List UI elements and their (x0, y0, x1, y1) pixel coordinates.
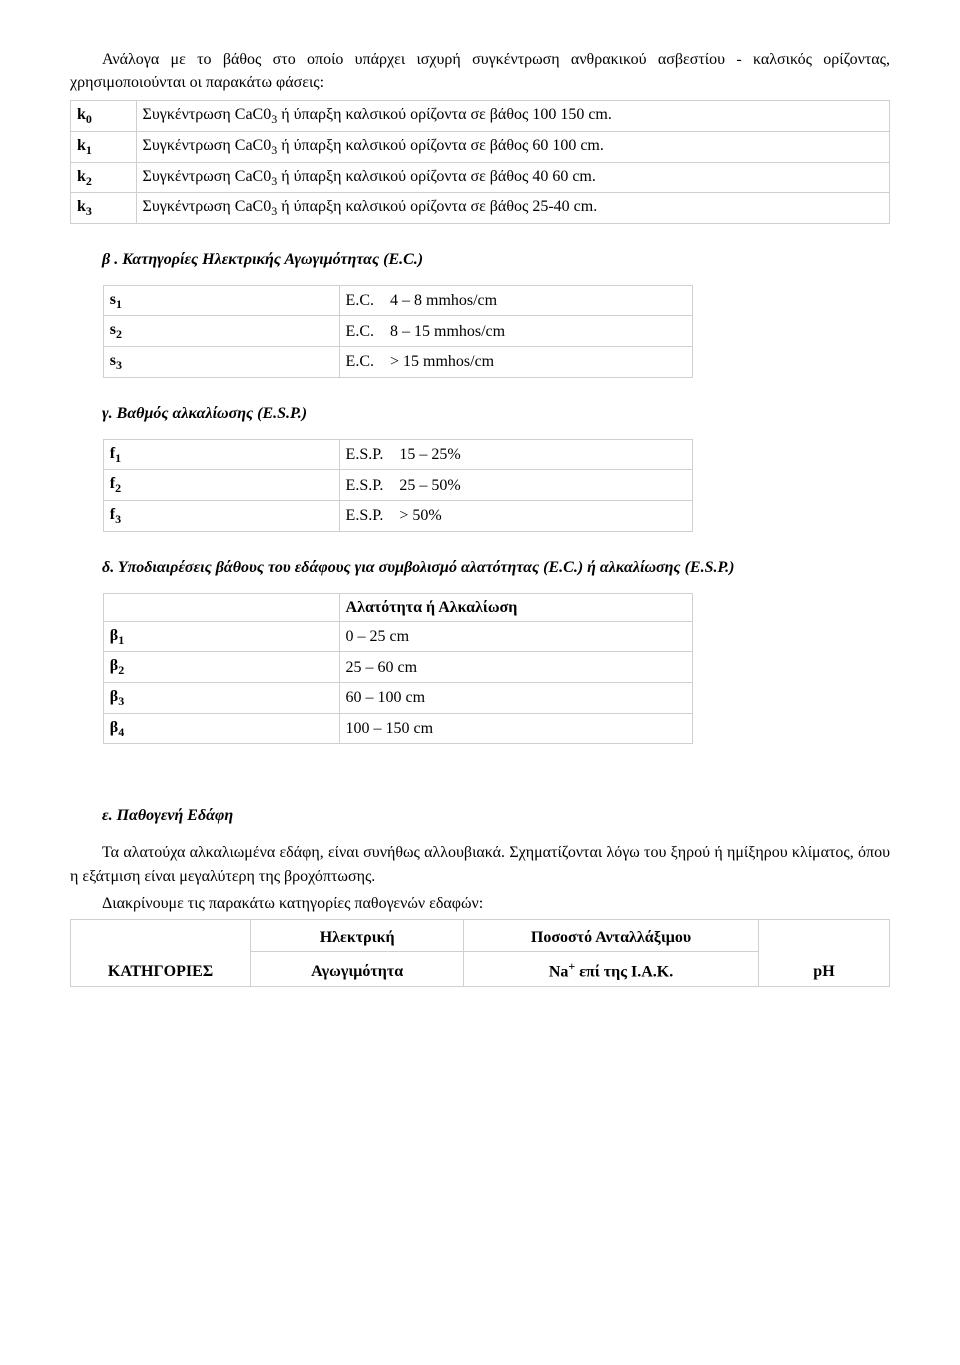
table-row: k1Συγκέντρωση CaC03 ή ύπαρξη καλσικού ορ… (71, 131, 890, 162)
f-table: f1E.S.P. 15 – 25%f2E.S.P. 25 – 50%f3E.S.… (103, 439, 693, 532)
row-value: Συγκέντρωση CaC03 ή ύπαρξη καλσικού ορίζ… (136, 131, 889, 162)
row-label: β3 (103, 683, 339, 714)
row-label: k0 (71, 101, 137, 132)
column-header: Αλατότητα ή Αλκαλίωση (339, 593, 693, 621)
row-label: k1 (71, 131, 137, 162)
table-row: f2E.S.P. 25 – 50% (103, 470, 692, 501)
intro-paragraph: Ανάλογα με το βάθος στο οποίο υπάρχει ισ… (70, 48, 890, 94)
row-value: E.S.P. > 50% (339, 500, 693, 531)
table-row: s1E.C. 4 – 8 mmhos/cm (103, 285, 692, 316)
table-row: β225 – 60 cm (103, 652, 692, 683)
row-label (103, 593, 339, 621)
s-table: s1E.C. 4 – 8 mmhos/cms2E.C. 8 – 15 mmhos… (103, 285, 693, 378)
col-header-sodium-l2: Na+ επί της Ι.Α.Κ. (464, 952, 759, 987)
e-paragraph-2: Διακρίνουμε τις παρακάτω κατηγορίες παθο… (70, 892, 890, 915)
col-header-ph: pH (758, 919, 889, 986)
table-row: s3E.C. > 15 mmhos/cm (103, 347, 692, 378)
row-label: β4 (103, 713, 339, 744)
k-table-body: k0Συγκέντρωση CaC03 ή ύπαρξη καλσικού ορ… (71, 101, 890, 223)
row-label: f3 (103, 500, 339, 531)
f-table-body: f1E.S.P. 15 – 25%f2E.S.P. 25 – 50%f3E.S.… (103, 439, 692, 531)
row-value: Συγκέντρωση CaC03 ή ύπαρξη καλσικού ορίζ… (136, 162, 889, 193)
table-row: k3Συγκέντρωση CaC03 ή ύπαρξη καλσικού ορ… (71, 193, 890, 224)
row-label: β2 (103, 652, 339, 683)
row-label: f2 (103, 470, 339, 501)
table-row: β360 – 100 cm (103, 683, 692, 714)
heading-b: β . Κατηγορίες Ηλεκτρικής Αγωγιμότητας (… (70, 248, 890, 271)
table-row: f1E.S.P. 15 – 25% (103, 439, 692, 470)
row-value: 0 – 25 cm (339, 621, 693, 652)
row-value: 60 – 100 cm (339, 683, 693, 714)
row-label: k2 (71, 162, 137, 193)
heading-d: δ. Υποδιαιρέσεις βάθους του εδάφους για … (70, 556, 890, 579)
heading-e: ε. Παθογενή Εδάφη (70, 804, 890, 827)
row-value: 25 – 60 cm (339, 652, 693, 683)
table-row: β4100 – 150 cm (103, 713, 692, 744)
row-value: E.S.P. 15 – 25% (339, 439, 693, 470)
heading-c: γ. Βαθμός αλκαλίωσης (E.S.P.) (70, 402, 890, 425)
s-table-body: s1E.C. 4 – 8 mmhos/cms2E.C. 8 – 15 mmhos… (103, 285, 692, 377)
row-label: s2 (103, 316, 339, 347)
row-value: E.C. 8 – 15 mmhos/cm (339, 316, 693, 347)
row-label: k3 (71, 193, 137, 224)
row-value: E.C. > 15 mmhos/cm (339, 347, 693, 378)
row-value: 100 – 150 cm (339, 713, 693, 744)
row-label: s1 (103, 285, 339, 316)
k-table: k0Συγκέντρωση CaC03 ή ύπαρξη καλσικού ορ… (70, 100, 890, 223)
table-row: β10 – 25 cm (103, 621, 692, 652)
row-value: Συγκέντρωση CaC03 ή ύπαρξη καλσικού ορίζ… (136, 193, 889, 224)
e-paragraph-1: Τα αλατούχα αλκαλιωμένα εδάφη, είναι συν… (70, 841, 890, 887)
beta-table-body: Αλατότητα ή Αλκαλίωσηβ10 – 25 cmβ225 – 6… (103, 593, 692, 744)
bottom-table: ΚΑΤΗΓΟΡΙΕΣ Ηλεκτρική Ποσοστό Ανταλλάξιμο… (70, 919, 890, 987)
row-label: f1 (103, 439, 339, 470)
row-value: E.C. 4 – 8 mmhos/cm (339, 285, 693, 316)
row-value: E.S.P. 25 – 50% (339, 470, 693, 501)
col-header-categories: ΚΑΤΗΓΟΡΙΕΣ (71, 919, 251, 986)
table-row: s2E.C. 8 – 15 mmhos/cm (103, 316, 692, 347)
table-row: f3E.S.P. > 50% (103, 500, 692, 531)
beta-table: Αλατότητα ή Αλκαλίωσηβ10 – 25 cmβ225 – 6… (103, 593, 693, 745)
col-header-sodium-l1: Ποσοστό Ανταλλάξιμου (464, 919, 759, 951)
col-header-electrical-l1: Ηλεκτρική (251, 919, 464, 951)
row-label: β1 (103, 621, 339, 652)
table-row: Αλατότητα ή Αλκαλίωση (103, 593, 692, 621)
table-row: k2Συγκέντρωση CaC03 ή ύπαρξη καλσικού ορ… (71, 162, 890, 193)
row-value: Συγκέντρωση CaC03 ή ύπαρξη καλσικού ορίζ… (136, 101, 889, 132)
table-row: k0Συγκέντρωση CaC03 ή ύπαρξη καλσικού ορ… (71, 101, 890, 132)
col-header-electrical-l2: Αγωγιμότητα (251, 952, 464, 987)
row-label: s3 (103, 347, 339, 378)
table-row: ΚΑΤΗΓΟΡΙΕΣ Ηλεκτρική Ποσοστό Ανταλλάξιμο… (71, 919, 890, 951)
